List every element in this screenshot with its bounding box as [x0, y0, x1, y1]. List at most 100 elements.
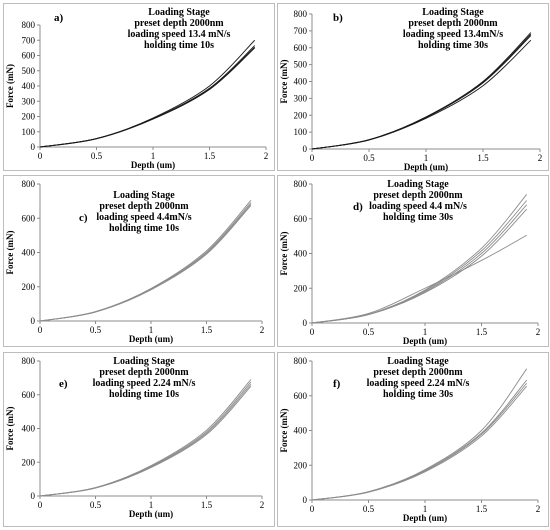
- x-tick-label: 1: [149, 325, 154, 335]
- x-tick-label: 0.5: [363, 153, 375, 163]
- x-axis-label: Depth (um): [404, 162, 448, 172]
- panel-label: b): [333, 12, 343, 24]
- panel-label: a): [54, 12, 64, 24]
- x-tick-label: 2: [538, 153, 543, 163]
- panel-title-line: preset depth 2000nm: [99, 201, 189, 212]
- y-axis-label: Force (mN): [279, 408, 289, 452]
- x-tick-label: 1.5: [476, 504, 488, 514]
- y-tick-label: 600: [294, 214, 308, 224]
- y-tick-label: 0: [303, 144, 308, 154]
- x-tick-label: 2: [260, 325, 265, 335]
- panel-title-line: preset depth 2000nm: [373, 367, 463, 378]
- series-line-1: [39, 39, 256, 148]
- x-tick-label: 1: [151, 151, 156, 161]
- y-tick-label: 800: [22, 356, 36, 366]
- panel-title-line: holding time 10s: [108, 389, 179, 400]
- y-tick-label: 800: [22, 20, 36, 30]
- panel-title-line: Loading Stage: [387, 179, 449, 190]
- panel-title-line: preset depth 2000nm: [408, 18, 498, 29]
- series-line-5: [311, 234, 527, 324]
- x-tick-label: 0.5: [363, 504, 375, 514]
- x-tick-label: 1: [149, 500, 154, 510]
- y-tick-label: 100: [294, 127, 308, 137]
- y-tick-label: 600: [294, 43, 308, 53]
- panel-title: Loading Stage preset depth 2000nm loading …: [109, 7, 249, 51]
- x-tick-label: 0: [38, 325, 43, 335]
- series-line-3: [311, 382, 528, 501]
- y-tick-label: 800: [294, 9, 308, 19]
- panel-title-line: loading speed 13.4mN/s: [402, 29, 504, 40]
- y-tick-label: 400: [294, 426, 308, 436]
- panel-label: c): [79, 212, 88, 224]
- x-tick-label: 1.5: [476, 327, 488, 337]
- plot-svg: 0 200 400 600 800 0 0.5 1 1.5 2 Depth (um) Force (m…: [5, 179, 265, 344]
- x-tick-label: 0.5: [363, 327, 375, 337]
- y-tick-label: 800: [22, 179, 36, 189]
- panel-title-line: loading speed 2.24 mN/s: [92, 378, 196, 389]
- panel-1: 0 100 200 300 400 500 600 700 800 0 0.5 1 1.5 2 Depth …: [3, 3, 275, 171]
- y-tick-label: 300: [22, 96, 36, 106]
- panel-title-line: holding time 30s: [417, 40, 488, 51]
- y-tick-label: 700: [294, 26, 308, 36]
- series-line-3: [39, 46, 256, 148]
- y-tick-label: 600: [22, 390, 36, 400]
- y-tick-label: 500: [22, 66, 36, 76]
- panel-title-line: Loading Stage: [148, 7, 210, 18]
- x-tick-label: 0: [310, 327, 315, 337]
- x-tick-label: 2: [536, 327, 541, 337]
- plot-svg: 0 100 200 300 400 500 600 700 800 0 0.5 1 1.5 2 Depth …: [5, 20, 268, 170]
- y-tick-label: 0: [31, 316, 36, 326]
- panel-title-line: preset depth 2000nm: [373, 190, 463, 201]
- y-axis-label: Force (mN): [5, 230, 15, 274]
- x-tick-label: 1: [424, 153, 429, 163]
- x-axis-label: Depth (um): [403, 513, 447, 523]
- panel-3: 0 200 400 600 800 0 0.5 1 1.5 2 Depth (um) Force (m…: [3, 175, 275, 347]
- panel-title-line: Loading Stage: [387, 356, 449, 367]
- panel-title: Loading Stage preset depth 2000nm loading …: [383, 7, 523, 51]
- x-tick-label: 0: [310, 153, 315, 163]
- x-tick-label: 0.5: [91, 151, 103, 161]
- y-tick-label: 600: [22, 213, 36, 223]
- panel-title: Loading Stage preset depth 2000nm loading …: [348, 356, 488, 400]
- plot-svg: 0 200 400 600 800 0 0.5 1 1.5 2 Depth (um) Force (m…: [279, 356, 540, 523]
- y-tick-label: 700: [22, 35, 36, 45]
- panel-title: Loading Stage preset depth 2000nm loading …: [74, 190, 214, 234]
- y-axis-label: Force (mN): [279, 231, 289, 275]
- x-axis-label: Depth (um): [403, 336, 447, 346]
- y-tick-label: 400: [22, 248, 36, 258]
- plot-svg: 0 100 200 300 400 500 600 700 800 0 0.5 1 1.5 2 Depth …: [279, 9, 543, 172]
- series-line-4: [311, 385, 528, 501]
- x-axis-label: Depth (um): [129, 509, 173, 519]
- y-tick-label: 0: [303, 495, 308, 505]
- x-tick-label: 0.5: [90, 325, 102, 335]
- y-tick-label: 200: [294, 110, 308, 120]
- x-tick-label: 1.5: [204, 151, 216, 161]
- series-line-4: [311, 208, 528, 324]
- y-tick-label: 200: [294, 283, 308, 293]
- panel-label: e): [59, 378, 68, 390]
- x-tick-label: 1.5: [201, 500, 213, 510]
- panel-title-line: preset depth 2000nm: [134, 18, 224, 29]
- y-tick-label: 600: [294, 391, 308, 401]
- y-tick-label: 400: [294, 77, 308, 87]
- series-line-4: [39, 47, 256, 148]
- panel-label: f): [333, 378, 341, 390]
- panel-6: 0 200 400 600 800 0 0.5 1 1.5 2 Depth (um) Force (m…: [277, 352, 549, 527]
- series-line-3: [311, 35, 532, 150]
- x-tick-label: 1: [423, 327, 428, 337]
- panel-label: d): [353, 201, 363, 213]
- y-tick-label: 800: [294, 356, 308, 366]
- panel-2: 0 100 200 300 400 500 600 700 800 0 0.5 1 1.5 2 Depth …: [277, 3, 549, 172]
- y-axis-label: Force (mN): [5, 64, 15, 108]
- x-tick-label: 0: [38, 151, 43, 161]
- x-tick-label: 0.5: [90, 500, 102, 510]
- panel-title: Loading Stage preset depth 2000nm loading …: [348, 179, 488, 223]
- x-tick-label: 0: [310, 504, 315, 514]
- x-tick-label: 1.5: [201, 325, 213, 335]
- y-tick-label: 0: [31, 142, 36, 152]
- series-line-4: [311, 39, 532, 150]
- panel-5: 0 200 400 600 800 0 0.5 1 1.5 2 Depth (um) Force (m…: [3, 352, 275, 527]
- x-axis-label: Depth (um): [131, 160, 175, 170]
- panel-title-line: loading speed 4.4 mN/s: [369, 201, 467, 212]
